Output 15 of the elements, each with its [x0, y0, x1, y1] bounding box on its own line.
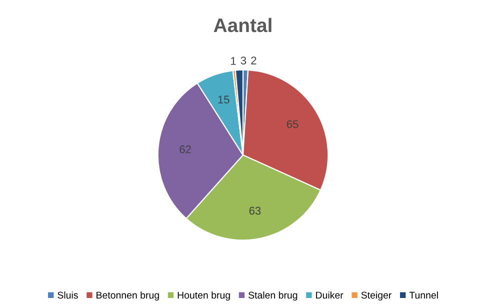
data-label: 15 — [218, 96, 230, 104]
legend-label: Tunnel — [409, 291, 438, 299]
data-label: 63 — [249, 206, 261, 215]
data-label: 2 — [251, 56, 256, 64]
legend-label: Betonnen brug — [96, 291, 159, 301]
data-label: 3 — [240, 56, 246, 64]
legend-label: Duiker — [316, 291, 344, 299]
legend-label: Sluis — [58, 291, 78, 299]
chart-title: Aantal — [214, 18, 272, 32]
data-label: 62 — [180, 145, 191, 154]
data-label: 1 — [231, 57, 236, 65]
legend-label: Houten brug — [178, 291, 230, 301]
legend-label: Stalen brug — [248, 291, 298, 301]
legend-label: Steiger — [361, 291, 392, 301]
data-label: 65 — [286, 120, 298, 128]
